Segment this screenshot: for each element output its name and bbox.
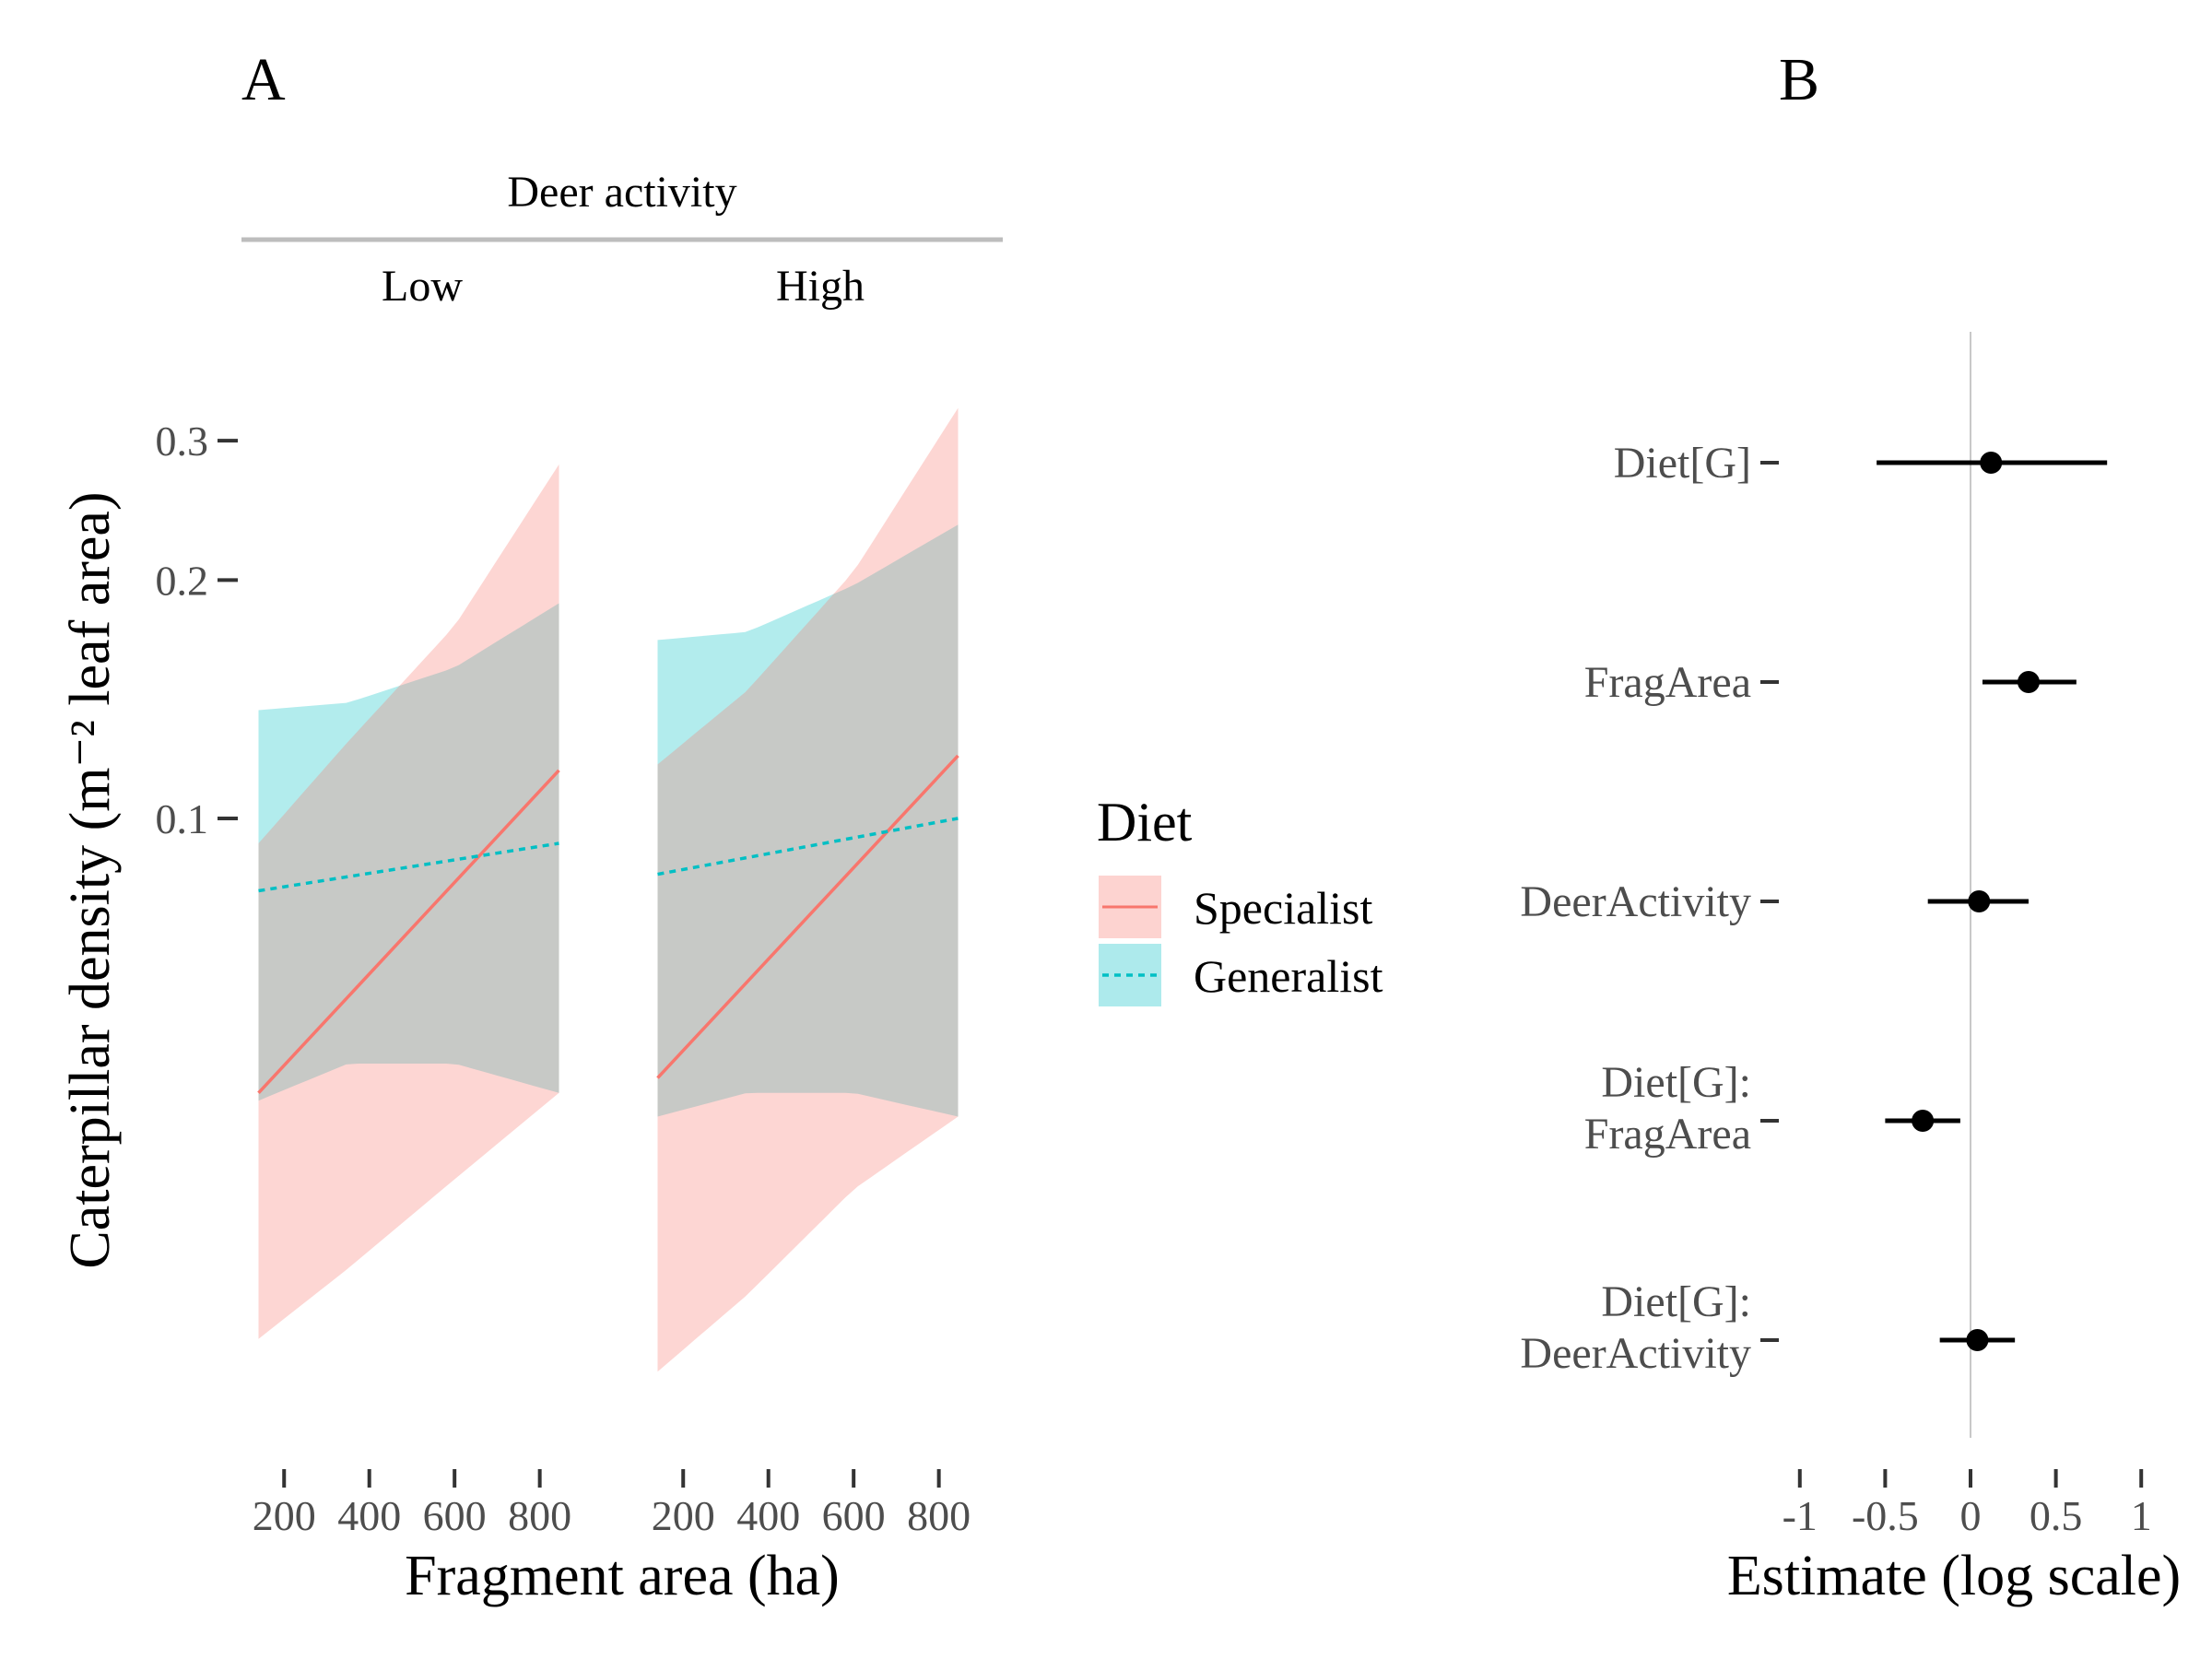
estimate-point-diet-g-deeractivity [1966, 1329, 1989, 1351]
ci-ribbon-low-generalist [258, 603, 559, 1101]
term-label-deeractivity-0: DeerActivity [1520, 877, 1751, 926]
panel-a-facet-chart: Deer activity Low High 0.1 0.2 0.3 200 400 6… [59, 168, 1003, 1607]
y-axis-title: Caterpillar density (m⁻² leaf area) [59, 491, 122, 1268]
panel-label-a: A [241, 46, 286, 113]
y-axis: 0.1 0.2 0.3 [156, 418, 238, 842]
panel-label-b: B [1779, 46, 1819, 113]
estimate-point-diet-g-fragarea [1912, 1110, 1935, 1132]
x-tick-label-high-1: 400 [736, 1492, 800, 1539]
coefficient-plot [1877, 332, 2108, 1438]
x-tick-label-low-0: 200 [253, 1492, 316, 1539]
fit-line-high-specialist [656, 754, 959, 1079]
legend-title: Diet [1097, 792, 1193, 853]
facet-label-high: High [776, 262, 865, 311]
facet-panel-low [257, 464, 560, 1339]
y-tick-label-1: 0.2 [156, 557, 209, 604]
term-label-diet-g-deeractivity-0: Diet[G]: [1601, 1277, 1751, 1326]
estimate-point-fragarea [2017, 671, 2040, 693]
y-tick-label-2: 0.3 [156, 418, 209, 465]
x-tick-label-high-0: 200 [652, 1492, 715, 1539]
facet-label-low: Low [382, 262, 463, 311]
ci-ribbon-low-specialist [258, 464, 559, 1339]
estimate-point-diet-g [1980, 452, 2003, 474]
term-axis: Diet[G]FragAreaDeerActivityDiet[G]:FragA… [1520, 439, 1779, 1378]
estimate-axis: -1 -0.5 0 0.5 1 [1783, 1469, 2152, 1539]
x-axis-title: Fragment area (ha) [405, 1545, 840, 1607]
legend-label-generalist: Generalist [1194, 950, 1383, 1002]
term-label-diet-g-fragarea-0: Diet[G]: [1601, 1058, 1751, 1107]
y-tick-label-0: 0.1 [156, 795, 209, 842]
x-tick-label-high-3: 800 [907, 1492, 971, 1539]
estimate-tick-label-2: 0 [1960, 1492, 1982, 1539]
x-tick-label-low-1: 400 [337, 1492, 401, 1539]
x-tick-label-low-3: 800 [508, 1492, 571, 1539]
estimate-axis-title: Estimate (log scale) [1727, 1545, 2181, 1607]
x-axis-high: 200 400 600 800 [652, 1469, 971, 1539]
panel-b-coefficient-plot: Diet[G]FragAreaDeerActivityDiet[G]:FragA… [1520, 332, 2181, 1607]
term-label-diet-g-deeractivity-1: DeerActivity [1520, 1329, 1751, 1378]
term-label-fragarea-0: FragArea [1584, 658, 1751, 707]
fit-line-high-generalist [657, 817, 959, 877]
fit-line-low-generalist [258, 841, 559, 893]
legend: Diet Specialist Generalist [1097, 792, 1383, 1006]
term-label-diet-g-fragarea-1: FragArea [1584, 1110, 1751, 1159]
fit-line-low-specialist [257, 769, 560, 1094]
estimate-tick-label-4: 1 [2131, 1492, 2152, 1539]
ci-ribbon-high-generalist [657, 524, 959, 1117]
strip-title: Deer activity [507, 168, 736, 217]
estimate-tick-label-3: 0.5 [2030, 1492, 2083, 1539]
ci-ribbon-high-specialist [657, 407, 959, 1372]
estimate-point-deeractivity [1968, 890, 1991, 912]
legend-label-specialist: Specialist [1194, 882, 1373, 934]
estimate-tick-label-0: -1 [1783, 1492, 1818, 1539]
x-tick-label-high-2: 600 [822, 1492, 886, 1539]
facet-panel-high [656, 407, 959, 1372]
x-axis-low: 200 400 600 800 [253, 1469, 571, 1539]
x-tick-label-low-2: 600 [423, 1492, 487, 1539]
estimate-tick-label-1: -0.5 [1852, 1492, 1919, 1539]
term-label-diet-g-0: Diet[G] [1614, 439, 1751, 488]
